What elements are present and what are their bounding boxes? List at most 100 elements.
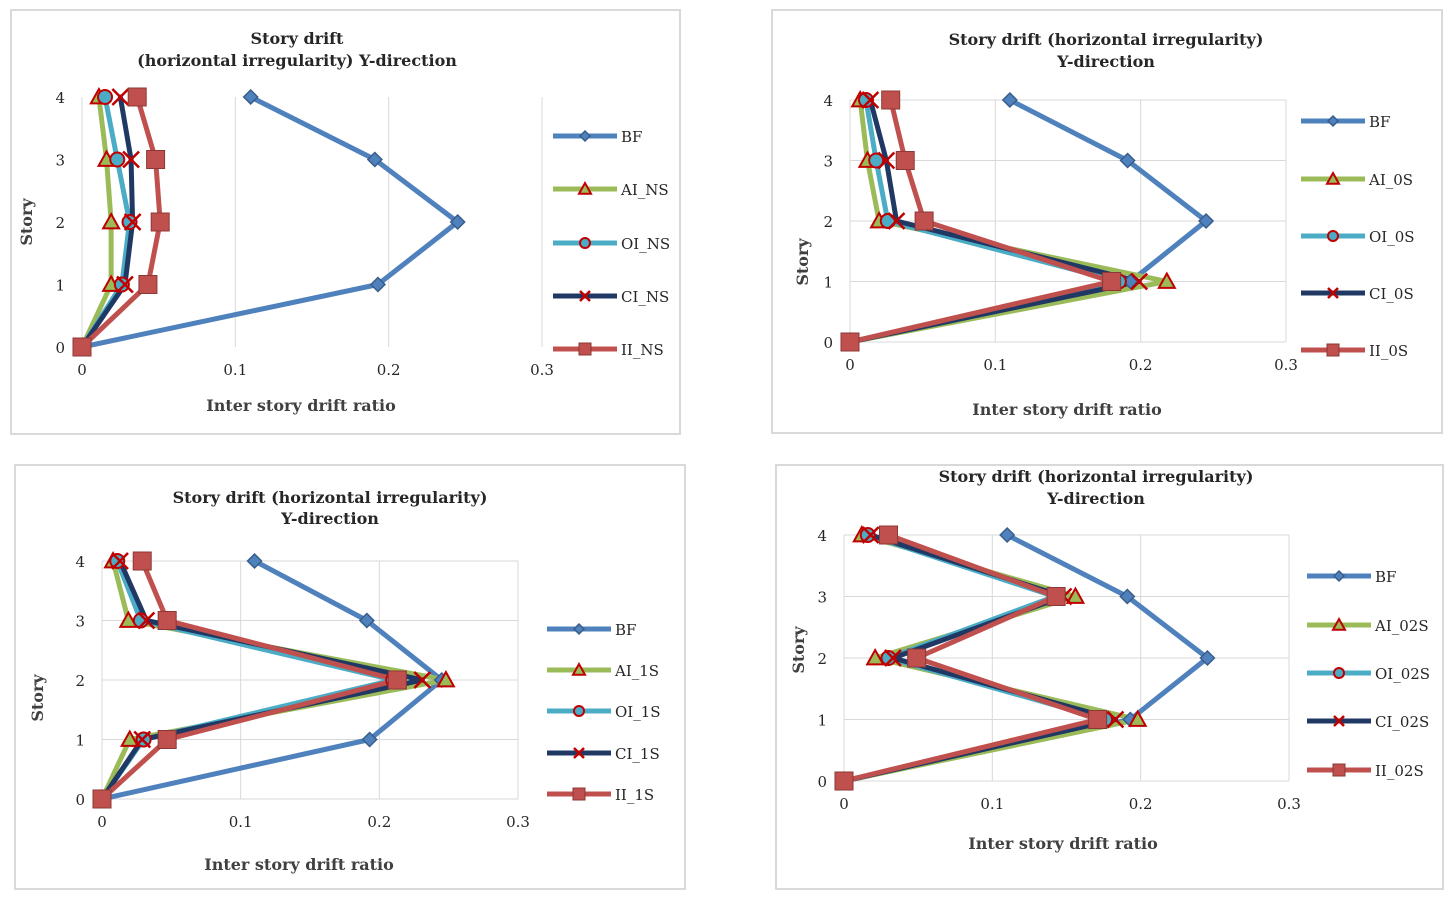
chart-panel-4: 0 0.1 0.2 0.3 0 1 2 3 4 Story drift (horizontal i… [775, 464, 1444, 890]
legend-label: OI_02S [1375, 665, 1430, 683]
y-tick-label: 4 [55, 89, 65, 107]
data-point-CI_0S [1130, 272, 1149, 291]
y-tick-label: 4 [75, 553, 85, 571]
legend-marker-OI_1S [573, 705, 585, 717]
data-point-II_02S [907, 648, 927, 668]
chart-title: Y-direction [280, 509, 379, 528]
legend-marker-BF [578, 129, 592, 143]
y-tick-label: 0 [823, 334, 833, 352]
x-tick-label: 0.2 [1129, 795, 1153, 813]
legend-marker-AI_1S [571, 661, 587, 676]
legend-marker-BF [1332, 569, 1346, 583]
legend-label: OI_1S [615, 703, 661, 721]
legend-label: AI_1S [614, 662, 659, 680]
y-axis-label: Story [17, 198, 36, 246]
data-point-II_0S [881, 90, 901, 110]
data-point-CI_0S [877, 151, 896, 170]
data-point-II_02S [1088, 710, 1108, 729]
legend-label: II_NS [621, 341, 664, 359]
data-point-AI_02S [1065, 586, 1086, 604]
chart-title: Story drift (horizontal irregularity) [173, 488, 488, 507]
y-tick-label: 1 [75, 732, 85, 750]
data-point-BF [366, 151, 383, 168]
data-point-AI_1S [118, 610, 139, 628]
data-point-CI_02S [861, 526, 880, 544]
legend-marker-OI_02S [1333, 667, 1345, 679]
y-tick-label: 3 [817, 589, 827, 607]
data-point-BF [1199, 649, 1216, 667]
x-axis-label: Inter story drift ratio [972, 400, 1162, 419]
chart-title: (horizontal irregularity) Y-direction [137, 51, 457, 70]
y-tick-label: 4 [823, 92, 833, 110]
data-point-CI_0S [861, 91, 880, 109]
y-tick-label: 2 [75, 672, 85, 690]
legend-label: II_0S [1369, 342, 1408, 360]
legend-marker-II_02S [1332, 763, 1346, 777]
data-point-CI_1S [137, 611, 156, 630]
data-point-AI_1S [436, 669, 456, 688]
x-tick-label: 0.1 [223, 361, 247, 379]
y-tick-label: 2 [55, 214, 65, 232]
chart-title: Y-direction [1046, 489, 1145, 508]
data-point-II_02S [1046, 587, 1066, 606]
y-tick-label: 4 [817, 527, 827, 545]
y-tick-label: 0 [817, 773, 827, 791]
data-point-AI_NS [101, 211, 121, 230]
legend-marker-II_NS [578, 342, 592, 356]
data-point-OI_0S [868, 152, 885, 169]
x-tick-label: 0.1 [229, 813, 253, 831]
y-tick-label: 2 [823, 213, 833, 231]
legend-label: BF [621, 128, 642, 146]
y-tick-label: 0 [55, 339, 65, 357]
x-tick-label: 0.2 [1129, 356, 1153, 374]
legend-label: BF [1375, 568, 1396, 586]
data-point-OI_NS [113, 276, 130, 293]
data-point-II_02S [879, 525, 898, 545]
legend-label: BF [615, 621, 636, 639]
x-tick-label: 0 [97, 813, 107, 831]
data-point-II_0S [914, 211, 934, 231]
legend-marker-II_0S [1326, 343, 1340, 357]
data-point-OI_1S [109, 553, 126, 569]
data-point-CI_NS [116, 275, 134, 294]
legend-marker-AI_NS [577, 180, 593, 195]
legend-label: OI_0S [1369, 228, 1415, 246]
data-point-BF [449, 213, 466, 231]
data-point-AI_02S [1128, 709, 1148, 727]
data-point-CI_NS [111, 88, 130, 106]
legend-label: II_02S [1375, 762, 1424, 780]
legend-marker-OI_0S [1327, 230, 1339, 242]
legend-marker-CI_1S [573, 747, 585, 759]
data-point-CI_0S [887, 212, 906, 230]
data-point-BF [246, 552, 263, 570]
data-point-BF [999, 526, 1016, 544]
chart-panel-3: 0 0.1 0.2 0.3 0 1 2 3 4 Story drift (horizontal i… [14, 464, 686, 890]
y-tick-label: 1 [55, 277, 65, 295]
data-point-AI_0S [1157, 271, 1177, 289]
legend-label: BF [1369, 113, 1390, 131]
data-point-II_1S [132, 551, 152, 571]
y-tick-label: 0 [75, 791, 85, 809]
data-point-II_0S [1102, 272, 1122, 291]
legend-marker-AI_0S [1325, 170, 1341, 185]
data-point-BF [1119, 588, 1136, 605]
y-tick-label: 2 [817, 650, 827, 668]
x-axis-label: Inter story drift ratio [206, 396, 396, 415]
chart-title: Story drift [251, 29, 344, 48]
legend-label: CI_1S [615, 745, 660, 763]
x-tick-label: 0.3 [530, 361, 554, 379]
chart-frame [14, 464, 686, 890]
legend-label: OI_NS [621, 235, 670, 253]
data-point-II_NS [138, 275, 158, 294]
data-point-II_1S [157, 730, 177, 749]
data-point-II_NS [146, 150, 166, 169]
data-point-II_NS [150, 212, 170, 232]
chart-panel-1: 0 0.1 0.2 0.3 0 1 2 3 4 Story drift (horizontal ir… [10, 9, 681, 435]
data-point-CI_1S [413, 671, 432, 689]
data-point-AI_02S [865, 647, 885, 666]
data-point-BF [369, 276, 386, 293]
x-tick-label: 0.3 [1274, 356, 1298, 374]
x-tick-label: 0 [845, 356, 855, 374]
legend-marker-BF [1326, 114, 1340, 128]
legend-label: CI_02S [1375, 713, 1429, 731]
